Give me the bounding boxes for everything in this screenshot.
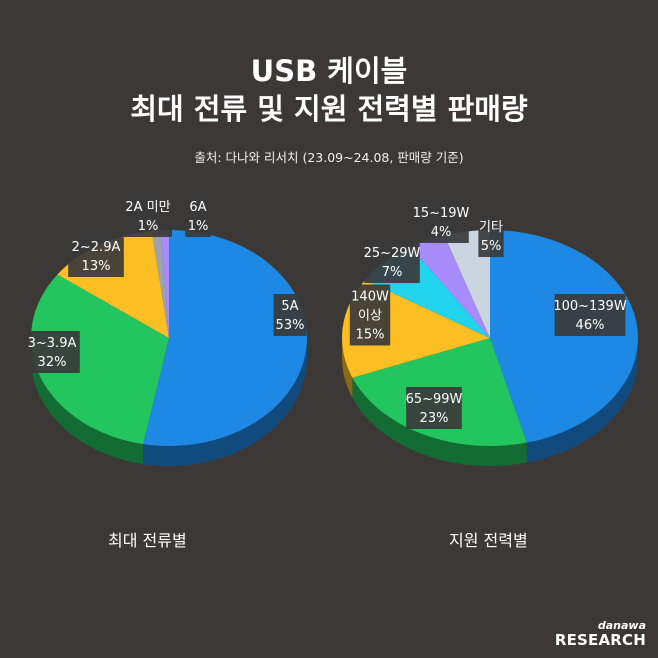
pie-0-label-2: 2~2.9A 13% [68, 235, 124, 277]
label-text: 1% [138, 219, 159, 234]
label-text: 기타 [479, 220, 503, 235]
label-text: 140W [351, 290, 389, 305]
label-text: 3~3.9A [28, 336, 77, 351]
chart-title-line1: USB 케이블 [250, 54, 408, 88]
label-text: 100~139W [553, 299, 627, 314]
pie-0-slice-1 [30, 274, 169, 445]
pie-chart-1: 100~139W 46% 65~99W 23% 140W 이상 15% 25~29W 7% 15~… [342, 201, 639, 467]
pie-0-slice-4 [160, 230, 169, 338]
label-text: 65~99W [406, 392, 463, 407]
pie-1-slice-0 [490, 230, 639, 443]
label-text: 32% [38, 355, 67, 370]
pie-1-side-0 [526, 338, 638, 463]
pie-1-side-2 [342, 338, 353, 398]
logo-line2: RESEARCH [554, 631, 646, 649]
pie-0-slice-3 [151, 230, 169, 338]
pie-1-slice-4 [410, 235, 490, 338]
label-box [124, 195, 172, 237]
label-text: 7% [382, 265, 403, 280]
pie-0-side-1 [31, 338, 144, 465]
label-text: 13% [82, 259, 111, 274]
pie-0-label-1: 3~3.9A 32% [24, 331, 80, 373]
label-text: 53% [276, 318, 305, 333]
pie-1-label-4: 15~19W 4% [413, 201, 470, 243]
label-box [364, 241, 420, 283]
pie-0-label-4: 6A1% [185, 195, 211, 237]
label-text: 5A [281, 299, 298, 314]
label-box [554, 294, 626, 336]
pie-1-label-2: 140W 이상 15% [349, 284, 391, 346]
label-text: 5% [481, 239, 502, 254]
label-text: 6A [189, 200, 206, 215]
label-box [406, 387, 462, 429]
label-text: 25~29W [364, 246, 421, 261]
label-box [24, 331, 80, 373]
label-box [273, 294, 307, 336]
label-text: 4% [431, 225, 452, 240]
label-text: 15% [356, 328, 385, 343]
label-text: 2A 미만 [125, 200, 170, 215]
label-text: 2~2.9A [72, 240, 121, 255]
label-box [68, 235, 124, 277]
label-text: 46% [576, 318, 605, 333]
pie-1-label-3: 25~29W 7% [364, 241, 421, 283]
chart-caption-power: 지원 전력별 [449, 531, 528, 550]
label-text: 23% [420, 411, 449, 426]
pie-1-side-1 [352, 377, 527, 467]
label-text: 1% [188, 219, 209, 234]
pie-1-label-0: 100~139W 46% [553, 294, 627, 336]
label-box [349, 284, 391, 346]
pie-0-sides [31, 338, 307, 467]
label-text: 15~19W [413, 206, 470, 221]
pie-0-slice-0 [143, 230, 307, 446]
label-text: 이상 [358, 309, 382, 324]
logo-line1: danawa [597, 619, 646, 632]
pie-1-label-5: 기타 5% [478, 215, 504, 257]
label-box [478, 215, 504, 257]
chart-caption-current: 최대 전류별 [108, 531, 187, 550]
danawa-research-logo: danawa RESEARCH [554, 619, 646, 649]
chart-title-line2: 최대 전류 및 지원 전력별 판매량 [130, 92, 528, 126]
pie-0-label-3: 2A 미만 1% [124, 195, 172, 237]
pie-0-side-0 [143, 338, 307, 467]
pie-1-label-1: 65~99W 23% [406, 387, 463, 429]
source-note: 출처: 다나와 리서치 (23.09~24.08, 판매량 기준) [194, 150, 464, 165]
label-box [185, 195, 211, 237]
label-box [413, 201, 469, 243]
pie-1-sides [342, 338, 638, 467]
